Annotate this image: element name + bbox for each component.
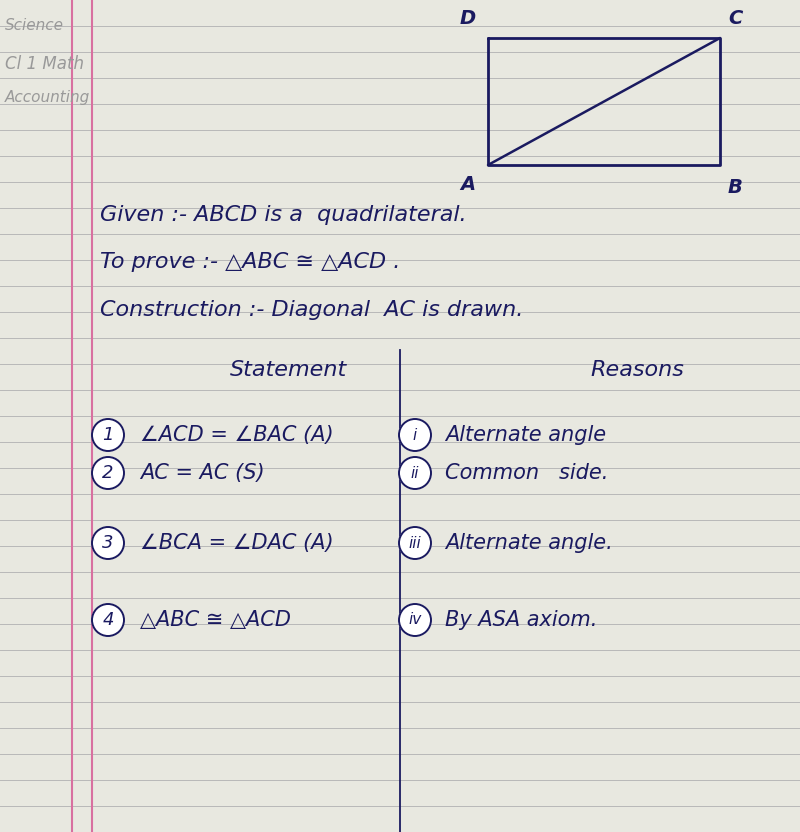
Text: ∠BCA = ∠DAC (A): ∠BCA = ∠DAC (A) (140, 533, 334, 553)
Text: △ABC ≅ △ACD: △ABC ≅ △ACD (140, 610, 291, 630)
Text: 4: 4 (102, 611, 114, 629)
Text: Cl 1 Math: Cl 1 Math (5, 55, 84, 73)
Text: Construction :- Diagonal  AC is drawn.: Construction :- Diagonal AC is drawn. (100, 300, 523, 320)
Ellipse shape (399, 419, 431, 451)
Text: 1: 1 (102, 426, 114, 444)
Text: Given :- ABCD is a  quadrilateral.: Given :- ABCD is a quadrilateral. (100, 205, 466, 225)
Text: iv: iv (408, 612, 422, 627)
Text: Alternate angle: Alternate angle (445, 425, 606, 445)
Text: i: i (413, 428, 417, 443)
Text: 2: 2 (102, 464, 114, 482)
Text: Alternate angle.: Alternate angle. (445, 533, 613, 553)
Text: Reasons: Reasons (590, 360, 684, 380)
Text: By ASA axiom.: By ASA axiom. (445, 610, 598, 630)
Text: Common   side.: Common side. (445, 463, 608, 483)
Ellipse shape (92, 604, 124, 636)
Text: C: C (728, 9, 742, 28)
Text: D: D (460, 9, 476, 28)
Ellipse shape (92, 457, 124, 489)
Ellipse shape (399, 604, 431, 636)
Text: 3: 3 (102, 534, 114, 552)
Text: ii: ii (410, 465, 419, 481)
Text: iii: iii (409, 536, 422, 551)
Ellipse shape (399, 457, 431, 489)
Text: To prove :- △ABC ≅ △ACD .: To prove :- △ABC ≅ △ACD . (100, 252, 400, 272)
Text: Statement: Statement (230, 360, 347, 380)
Ellipse shape (92, 419, 124, 451)
Text: Science: Science (5, 18, 64, 33)
Text: AC = AC (S): AC = AC (S) (140, 463, 265, 483)
Ellipse shape (92, 527, 124, 559)
Text: Accounting: Accounting (5, 90, 90, 105)
Text: ∠ACD = ∠BAC (A): ∠ACD = ∠BAC (A) (140, 425, 334, 445)
Text: B: B (728, 178, 743, 197)
Ellipse shape (399, 527, 431, 559)
Text: A: A (461, 175, 475, 194)
